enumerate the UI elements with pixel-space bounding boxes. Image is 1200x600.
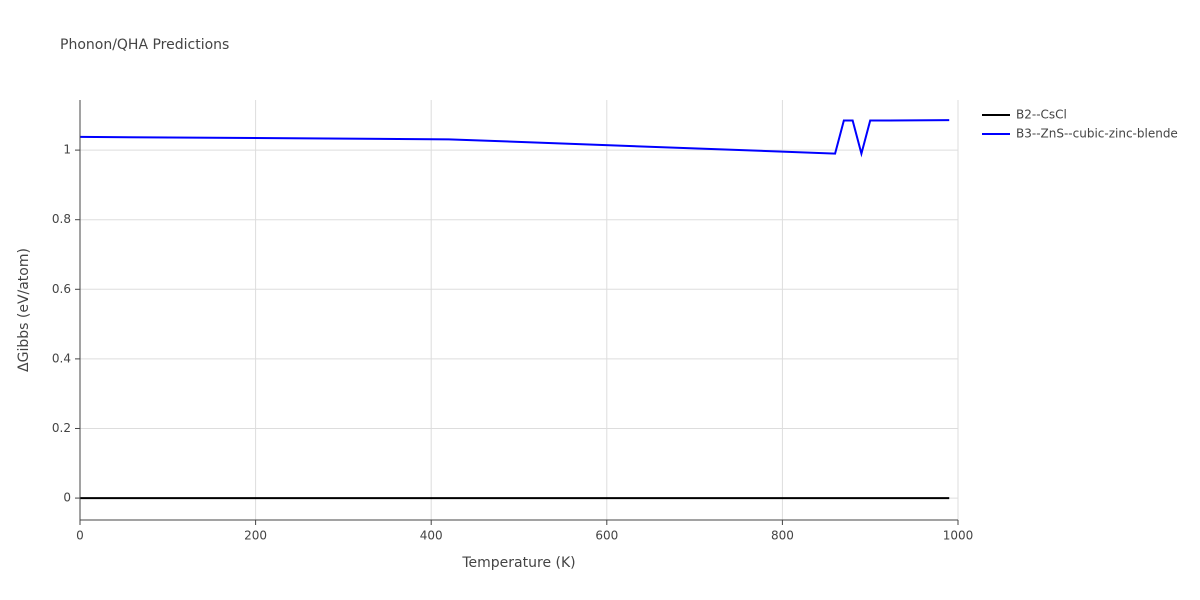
y-tick-label: 0.6 bbox=[52, 282, 71, 296]
plot bbox=[79, 119, 950, 500]
legend-label: B2--CsCl bbox=[1016, 108, 1067, 122]
legend-label: B3--ZnS--cubic-zinc-blende bbox=[1016, 127, 1178, 141]
x-tick-label: 200 bbox=[244, 529, 267, 543]
y-tick-label: 1 bbox=[63, 143, 71, 157]
y-axis-title: ΔGibbs (eV/atom) bbox=[16, 248, 32, 372]
line-series bbox=[79, 119, 950, 158]
y-tick-label: 0.8 bbox=[52, 212, 71, 226]
x-tick-label: 800 bbox=[771, 529, 794, 543]
x-tick-label: 1000 bbox=[943, 529, 974, 543]
chart-title: Phonon/QHA Predictions bbox=[60, 37, 229, 53]
x-axis-title: Temperature (K) bbox=[461, 555, 575, 571]
y-tick-label: 0.4 bbox=[52, 351, 71, 365]
y-tick-label: 0 bbox=[63, 491, 71, 505]
y-tick-label: 0.2 bbox=[52, 421, 71, 435]
grid: 0 0.2 0.4 0.6 0.8 1 0 200 400 600 800 1000 bbox=[52, 100, 973, 543]
legend: B2--CsCl B3--ZnS--cubic-zinc-blende bbox=[982, 108, 1178, 141]
x-tick-label: 600 bbox=[595, 529, 618, 543]
x-tick-label: 400 bbox=[420, 529, 443, 543]
x-tick-label: 0 bbox=[76, 529, 84, 543]
